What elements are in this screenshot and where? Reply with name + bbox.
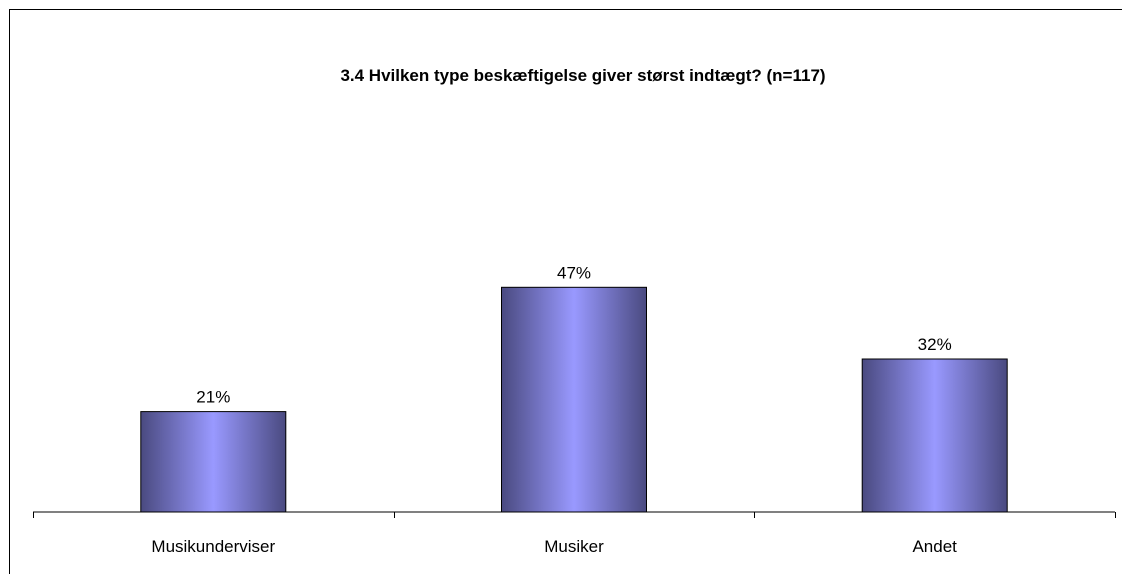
bar-andet: [861, 358, 1008, 513]
value-label: 32%: [918, 335, 952, 354]
chart-title: 3.4 Hvilken type beskæftigelse giver stø…: [340, 66, 826, 85]
category-label: Musikunderviser: [151, 537, 275, 556]
category-label: Andet: [912, 537, 957, 556]
value-label: 47%: [557, 263, 591, 282]
category-label: Musiker: [544, 537, 604, 556]
bar-musiker: [501, 286, 647, 513]
value-label: 21%: [196, 388, 230, 407]
bar-musikunderviser: [140, 411, 287, 513]
